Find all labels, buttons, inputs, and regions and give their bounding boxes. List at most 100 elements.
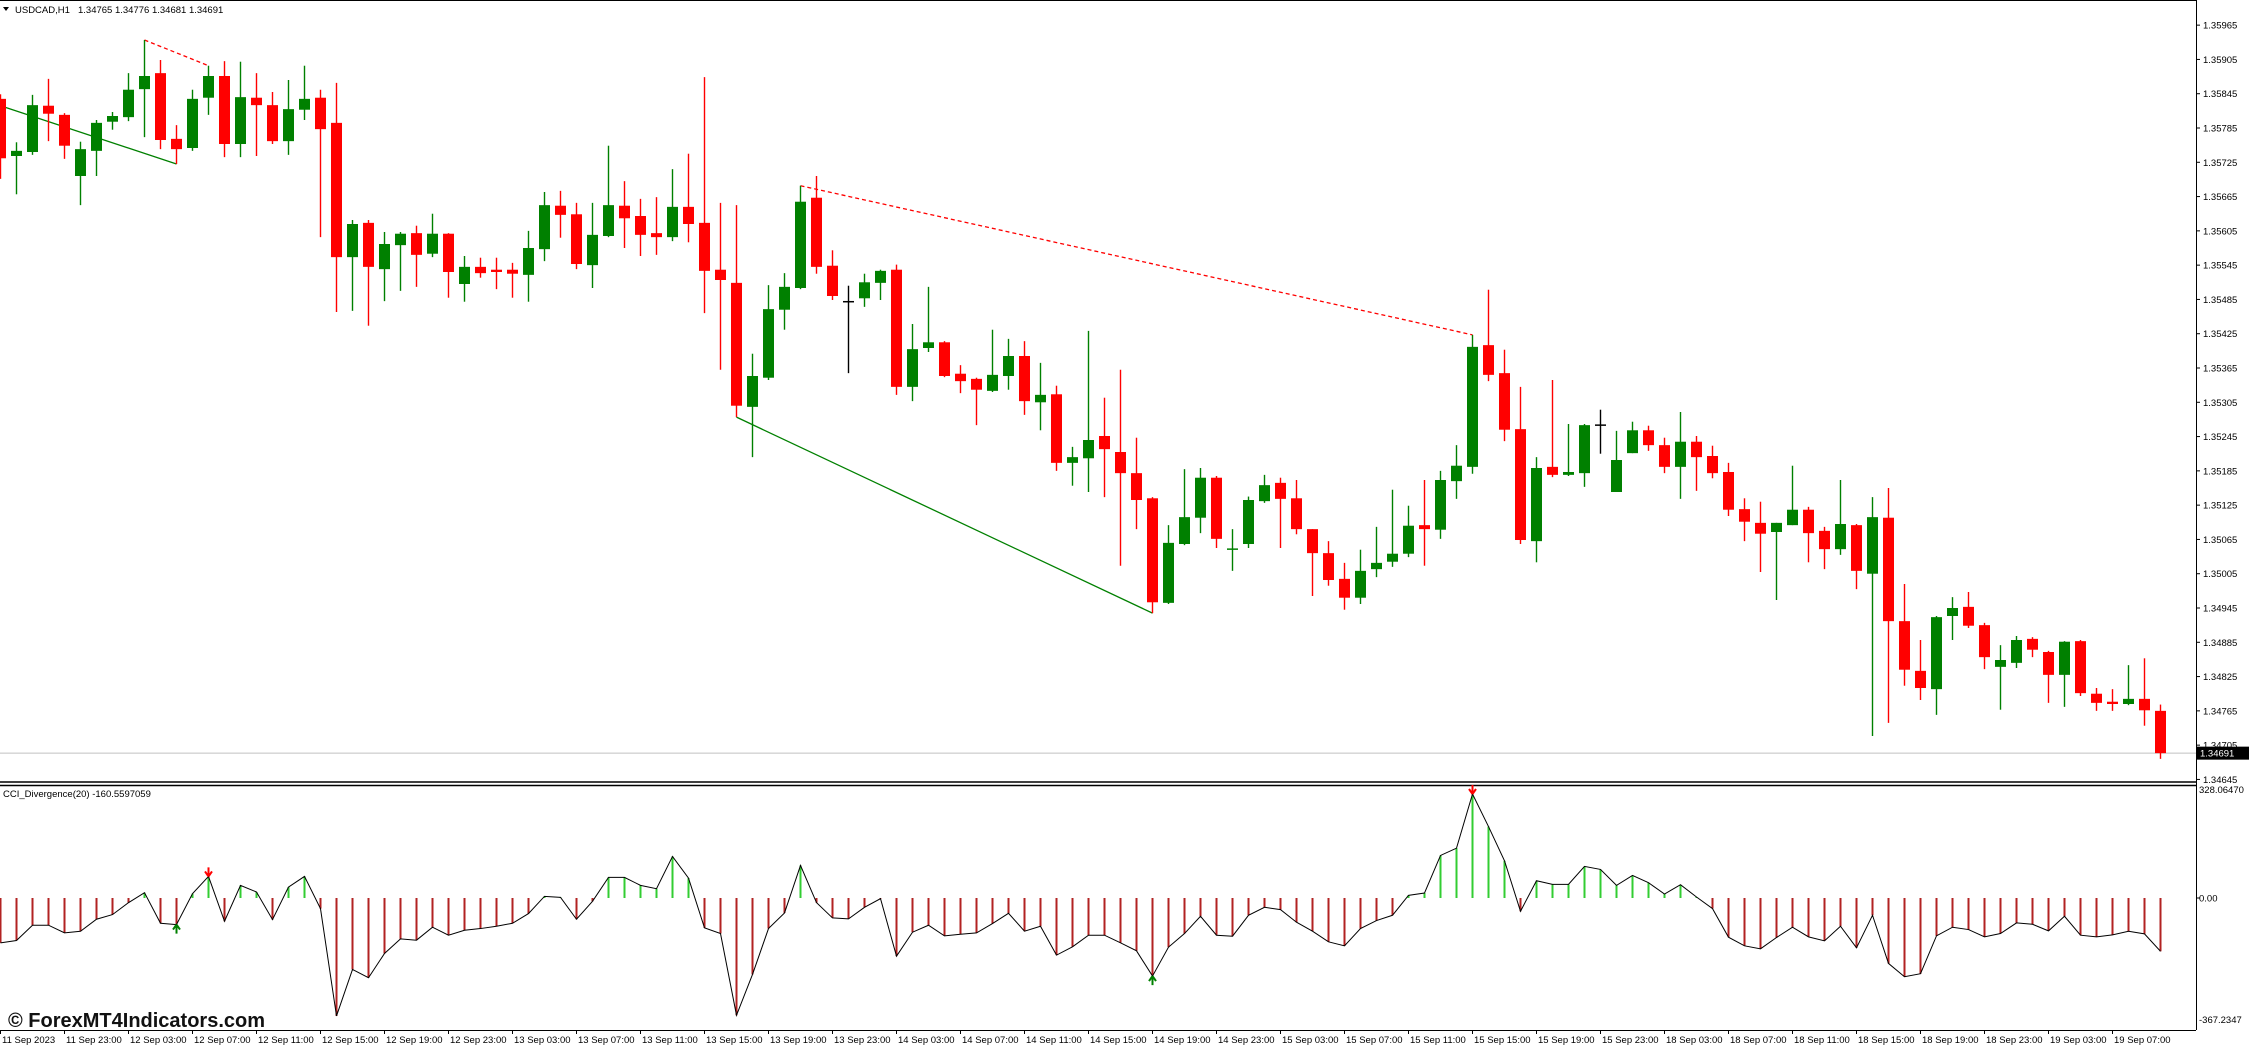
candle xyxy=(283,80,294,155)
candle-body xyxy=(1147,498,1158,603)
candle xyxy=(411,225,422,287)
candle xyxy=(843,285,854,374)
candle-body xyxy=(1467,346,1478,467)
candle xyxy=(1083,330,1094,493)
price-tick-label: 1.34705 xyxy=(2203,741,2237,752)
candle-body xyxy=(603,205,614,237)
candle-body xyxy=(987,374,998,391)
candle xyxy=(1547,380,1558,478)
candle xyxy=(1995,645,2006,710)
price-tick-label: 1.35725 xyxy=(2203,158,2237,169)
candle-body xyxy=(1691,441,1702,458)
candle-body xyxy=(1243,500,1254,545)
candle xyxy=(1003,338,1014,390)
time-tick-label: 15 Sep 11:00 xyxy=(1410,1035,1466,1046)
candle xyxy=(331,82,342,313)
candle-body xyxy=(1339,578,1350,598)
candle xyxy=(1755,501,1766,573)
candle xyxy=(123,73,134,122)
candle xyxy=(1707,445,1718,479)
candle xyxy=(1579,424,1590,487)
candle-body xyxy=(1835,524,1846,550)
candle-body xyxy=(635,216,646,235)
candle-body xyxy=(1179,517,1190,545)
candle-body xyxy=(763,309,774,378)
candle-body xyxy=(795,201,806,289)
candles xyxy=(0,40,2166,759)
candle xyxy=(43,78,54,142)
candle-body xyxy=(2123,698,2134,705)
candle xyxy=(475,257,486,278)
candle-body xyxy=(1355,570,1366,598)
candle xyxy=(1067,446,1078,486)
candle-body xyxy=(59,114,70,146)
candle xyxy=(379,232,390,302)
candle-body xyxy=(427,233,438,254)
time-tick-label: 13 Sep 03:00 xyxy=(514,1035,571,1046)
symbol-label: USDCAD,H1 xyxy=(15,5,70,16)
candle xyxy=(507,262,518,298)
candle-body xyxy=(539,205,550,250)
triangle-down-icon[interactable] xyxy=(3,7,9,11)
price-tick-label: 1.35845 xyxy=(2203,89,2237,100)
ohlc-label: 1.34765 1.34776 1.34681 1.34691 xyxy=(78,5,223,16)
candle xyxy=(1963,592,1974,629)
candle xyxy=(0,94,6,179)
candle xyxy=(251,73,262,157)
time-tick-label: 12 Sep 11:00 xyxy=(258,1035,314,1046)
candle-body xyxy=(2107,701,2118,705)
candle-body xyxy=(235,97,246,145)
candle-body xyxy=(1995,660,2006,667)
time-tick-label: 13 Sep 11:00 xyxy=(642,1035,698,1046)
candle-body xyxy=(11,150,22,157)
price-tick-label: 1.35965 xyxy=(2203,21,2237,32)
bid-price-box xyxy=(2197,746,2249,760)
price-tick-label: 1.35125 xyxy=(2203,501,2237,512)
candle-body xyxy=(107,116,118,122)
candle-body xyxy=(1387,553,1398,562)
candle xyxy=(1339,562,1350,610)
candle-body xyxy=(2155,710,2166,754)
time-tick-label: 11 Sep 23:00 xyxy=(66,1035,122,1046)
candle xyxy=(1563,424,1574,477)
candle-body xyxy=(1851,525,1862,571)
candle-body xyxy=(651,233,662,238)
candle xyxy=(1739,498,1750,542)
candle-body xyxy=(1947,608,1958,617)
time-tick-label: 15 Sep 19:00 xyxy=(1538,1035,1595,1046)
candle-body xyxy=(507,269,518,274)
candle-body xyxy=(1563,472,1574,475)
price-tick-label: 1.35605 xyxy=(2203,226,2237,237)
chart-title[interactable]: USDCAD,H1 1.34765 1.34776 1.34681 1.3469… xyxy=(3,5,223,16)
candle-body xyxy=(1515,429,1526,541)
candle-body xyxy=(1611,460,1622,493)
candle-body xyxy=(1723,472,1734,510)
candle xyxy=(2059,641,2070,707)
candle xyxy=(1307,529,1318,597)
candle-body xyxy=(619,205,630,219)
time-tick-label: 14 Sep 19:00 xyxy=(1154,1035,1211,1046)
price-tick-label: 1.35185 xyxy=(2203,466,2237,477)
candle xyxy=(155,60,166,150)
cci-indicator-pane: 328.06470 0.00 -367.2347 xyxy=(0,785,2244,1026)
time-tick-label: 13 Sep 23:00 xyxy=(834,1035,891,1046)
candle xyxy=(1531,457,1542,563)
candle xyxy=(1259,474,1270,503)
candle xyxy=(635,198,646,257)
candle-body xyxy=(555,205,566,215)
candle-body xyxy=(139,76,150,90)
candle-body xyxy=(1787,509,1798,526)
candle-body xyxy=(2027,638,2038,650)
price-tick-label: 1.35425 xyxy=(2203,329,2237,340)
candle xyxy=(587,202,598,289)
candle-body xyxy=(1915,670,1926,689)
candle-body xyxy=(1403,525,1414,554)
candle-body xyxy=(1819,530,1830,550)
candle-body xyxy=(363,222,374,267)
candle xyxy=(1227,529,1238,571)
candle-body xyxy=(1803,509,1814,534)
candle-body xyxy=(891,269,902,387)
candle xyxy=(107,112,118,130)
candle-body xyxy=(747,376,758,407)
